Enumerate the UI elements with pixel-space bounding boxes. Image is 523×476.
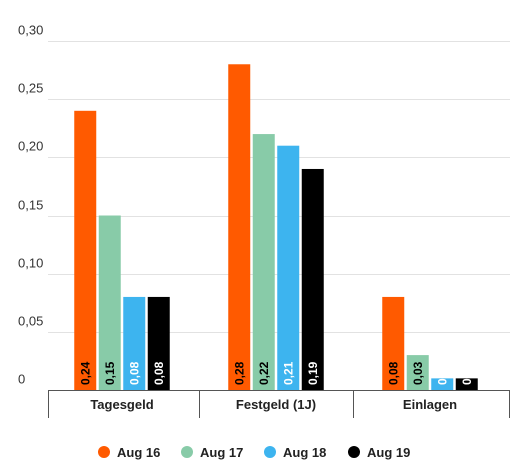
bar-einlagen-aug-18 bbox=[431, 378, 454, 390]
bars bbox=[74, 64, 478, 391]
x-axis: Tagesgeld Festgeld (1J) Einlagen bbox=[48, 390, 510, 418]
bar-value-label: 0,01 bbox=[435, 361, 449, 385]
x-tick-label: Tagesgeld bbox=[90, 397, 153, 412]
bar-tagesgeld-aug-17 bbox=[98, 215, 121, 390]
bar-value-label: 0,03 bbox=[411, 361, 425, 385]
bar-festgeld-1j--aug-17 bbox=[252, 134, 275, 390]
bar-festgeld-1j--aug-16 bbox=[228, 64, 251, 391]
legend-label: Aug 19 bbox=[367, 445, 410, 460]
legend-marker bbox=[264, 446, 276, 458]
y-tick-label: 0,10 bbox=[18, 256, 43, 271]
bar-value-label: 0,19 bbox=[306, 361, 320, 385]
legend: Aug 16 Aug 17 Aug 18 Aug 19 bbox=[98, 445, 410, 460]
bar-value-label: 0,21 bbox=[281, 361, 295, 385]
y-tick-label: 0,30 bbox=[18, 23, 43, 38]
bar-value-label: 0,22 bbox=[257, 361, 271, 385]
y-tick-label: 0,05 bbox=[18, 314, 43, 329]
bar-value-label: 0,01 bbox=[460, 361, 474, 385]
legend-label: Aug 18 bbox=[283, 445, 326, 460]
legend-marker bbox=[348, 446, 360, 458]
bar-festgeld-1j--aug-18 bbox=[277, 145, 300, 390]
bar-value-label: 0,15 bbox=[103, 361, 117, 385]
y-tick-label: 0,20 bbox=[18, 139, 43, 154]
legend-marker bbox=[181, 446, 193, 458]
bar-value-label: 0,28 bbox=[232, 361, 246, 385]
legend-label: Aug 17 bbox=[200, 445, 243, 460]
y-axis: 0 0,05 0,10 0,15 0,20 0,25 0,30 bbox=[18, 23, 43, 387]
bar-value-label: 0,08 bbox=[386, 361, 400, 385]
bar-tagesgeld-aug-19 bbox=[147, 296, 170, 390]
y-tick-label: 0 bbox=[18, 372, 25, 387]
bar-einlagen-aug-19 bbox=[455, 378, 478, 390]
bar-einlagen-aug-17 bbox=[406, 355, 429, 390]
bar-einlagen-aug-16 bbox=[382, 296, 405, 390]
y-tick-label: 0,25 bbox=[18, 81, 43, 96]
bar-festgeld-1j--aug-19 bbox=[301, 168, 324, 390]
y-tick-label: 0,15 bbox=[18, 198, 43, 213]
bar-tagesgeld-aug-16 bbox=[74, 110, 97, 391]
bar-value-label: 0,08 bbox=[152, 361, 166, 385]
bar-tagesgeld-aug-18 bbox=[123, 296, 146, 390]
bar-value-label: 0,08 bbox=[127, 361, 141, 385]
bar-value-label: 0,24 bbox=[78, 361, 92, 385]
x-tick-label: Festgeld (1J) bbox=[236, 397, 316, 412]
legend-marker bbox=[98, 446, 110, 458]
x-tick-label: Einlagen bbox=[403, 397, 457, 412]
legend-label: Aug 16 bbox=[117, 445, 160, 460]
bar-value-labels: 0,24 0,28 0,08 0,15 0,22 0,03 0,08 0,21 0,01 0,08… bbox=[78, 361, 474, 385]
